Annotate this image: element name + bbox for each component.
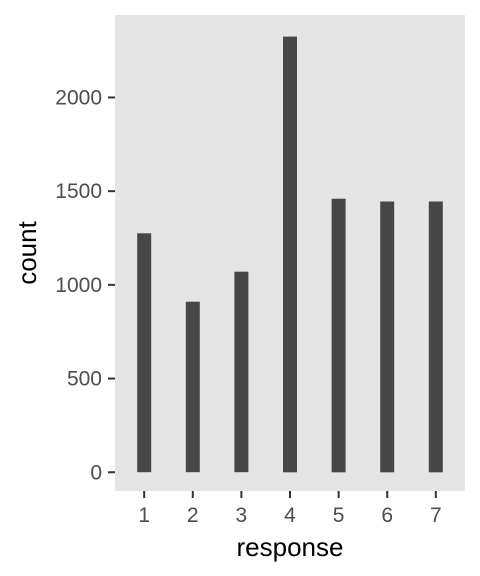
- x-tick-label: 6: [381, 504, 393, 527]
- x-tick-label: 1: [138, 504, 150, 527]
- y-tick-label: 0: [90, 461, 102, 484]
- y-tick-label: 1500: [55, 180, 102, 203]
- y-tick-label: 1000: [55, 274, 102, 297]
- bar-3: [234, 271, 249, 473]
- bars: [137, 36, 443, 473]
- y-tick-label: 500: [67, 368, 102, 391]
- x-tick-label: 5: [333, 504, 345, 527]
- y-axis-title: count: [12, 220, 42, 284]
- x-tick-label: 4: [284, 504, 296, 527]
- y-axis: 0 500 1000 1500 2000: [55, 86, 115, 484]
- x-tick-label: 3: [236, 504, 248, 527]
- x-tick-label: 2: [187, 504, 199, 527]
- bar-7: [428, 201, 443, 473]
- bar-4: [283, 36, 297, 473]
- bar-2: [185, 301, 200, 473]
- bar-5: [331, 198, 346, 473]
- x-tick-label: 7: [430, 504, 442, 527]
- bar-6: [380, 201, 395, 473]
- x-axis: 1 2 3 4 5 6 7: [138, 491, 442, 527]
- x-axis-title: response: [237, 532, 344, 562]
- bar-1: [137, 233, 152, 473]
- y-tick-label: 2000: [55, 86, 102, 109]
